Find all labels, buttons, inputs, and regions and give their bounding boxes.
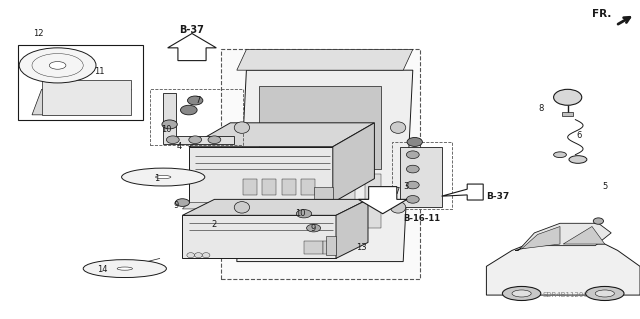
Polygon shape <box>562 112 573 116</box>
Polygon shape <box>189 123 374 147</box>
Text: 12: 12 <box>33 29 44 38</box>
Text: 7: 7 <box>196 96 201 105</box>
Text: B-37: B-37 <box>180 25 204 35</box>
Bar <box>301 179 315 195</box>
Text: 10: 10 <box>161 125 172 134</box>
Text: 3: 3 <box>404 182 409 191</box>
Text: 11: 11 <box>94 67 104 76</box>
Text: FR.: FR. <box>592 9 611 19</box>
Text: 7: 7 <box>394 187 399 196</box>
Polygon shape <box>365 174 381 228</box>
Polygon shape <box>312 174 329 228</box>
Polygon shape <box>358 187 407 214</box>
Ellipse shape <box>49 62 66 69</box>
Ellipse shape <box>156 175 171 179</box>
Polygon shape <box>515 223 611 250</box>
Ellipse shape <box>407 137 422 146</box>
Polygon shape <box>259 174 276 228</box>
Polygon shape <box>442 184 483 200</box>
Ellipse shape <box>175 199 189 206</box>
Bar <box>314 187 333 199</box>
Polygon shape <box>32 89 131 115</box>
Text: SDR4B1120C: SDR4B1120C <box>543 292 589 298</box>
Bar <box>392 142 452 209</box>
Text: 9: 9 <box>173 201 179 210</box>
Ellipse shape <box>166 136 179 144</box>
Text: 6: 6 <box>577 131 582 140</box>
Polygon shape <box>486 244 640 295</box>
Ellipse shape <box>188 96 203 105</box>
Polygon shape <box>182 203 237 209</box>
Ellipse shape <box>406 196 419 203</box>
Ellipse shape <box>122 168 205 186</box>
Ellipse shape <box>502 286 541 300</box>
Ellipse shape <box>234 122 250 133</box>
Ellipse shape <box>593 218 604 224</box>
Ellipse shape <box>554 152 566 158</box>
Polygon shape <box>336 199 368 258</box>
Polygon shape <box>333 123 374 203</box>
Ellipse shape <box>19 48 96 83</box>
Text: 10: 10 <box>296 209 306 218</box>
Ellipse shape <box>187 253 195 258</box>
Bar <box>150 89 243 145</box>
Polygon shape <box>285 174 302 228</box>
Bar <box>304 241 323 254</box>
Bar <box>243 179 257 195</box>
Ellipse shape <box>202 253 210 258</box>
Bar <box>18 45 143 120</box>
Text: B-16-11: B-16-11 <box>403 214 440 223</box>
Text: B-37: B-37 <box>486 192 509 201</box>
Ellipse shape <box>234 202 250 213</box>
Text: 9: 9 <box>311 224 316 233</box>
Polygon shape <box>182 199 368 215</box>
Polygon shape <box>237 49 413 70</box>
Text: 8: 8 <box>538 104 543 113</box>
Bar <box>326 236 336 255</box>
Ellipse shape <box>406 151 419 159</box>
Ellipse shape <box>554 89 582 105</box>
Ellipse shape <box>595 290 614 297</box>
Bar <box>262 179 276 195</box>
Text: 14: 14 <box>97 265 108 274</box>
Bar <box>323 241 333 254</box>
Ellipse shape <box>406 165 419 173</box>
Ellipse shape <box>180 105 197 115</box>
Ellipse shape <box>117 267 132 270</box>
Ellipse shape <box>208 136 221 144</box>
Bar <box>221 49 420 279</box>
Polygon shape <box>400 147 442 207</box>
Bar <box>282 179 296 195</box>
Ellipse shape <box>162 120 177 129</box>
Ellipse shape <box>512 290 531 297</box>
Ellipse shape <box>390 202 406 213</box>
Ellipse shape <box>307 224 321 232</box>
Polygon shape <box>339 174 355 228</box>
Polygon shape <box>259 86 381 169</box>
Ellipse shape <box>406 181 419 189</box>
Polygon shape <box>182 215 336 258</box>
Polygon shape <box>163 93 234 144</box>
Text: 5: 5 <box>602 182 607 191</box>
Polygon shape <box>237 70 413 262</box>
Polygon shape <box>563 226 605 244</box>
Polygon shape <box>42 80 131 115</box>
Ellipse shape <box>586 286 624 300</box>
Ellipse shape <box>83 260 166 278</box>
Ellipse shape <box>195 253 202 258</box>
Text: 4: 4 <box>177 142 182 151</box>
Polygon shape <box>522 226 560 249</box>
Polygon shape <box>189 147 333 203</box>
Ellipse shape <box>390 122 406 133</box>
Ellipse shape <box>189 136 202 144</box>
Text: 1: 1 <box>154 174 159 183</box>
Text: 13: 13 <box>356 243 367 252</box>
Text: 2: 2 <box>212 220 217 229</box>
Polygon shape <box>168 33 216 61</box>
Ellipse shape <box>569 156 587 163</box>
Ellipse shape <box>296 210 312 218</box>
